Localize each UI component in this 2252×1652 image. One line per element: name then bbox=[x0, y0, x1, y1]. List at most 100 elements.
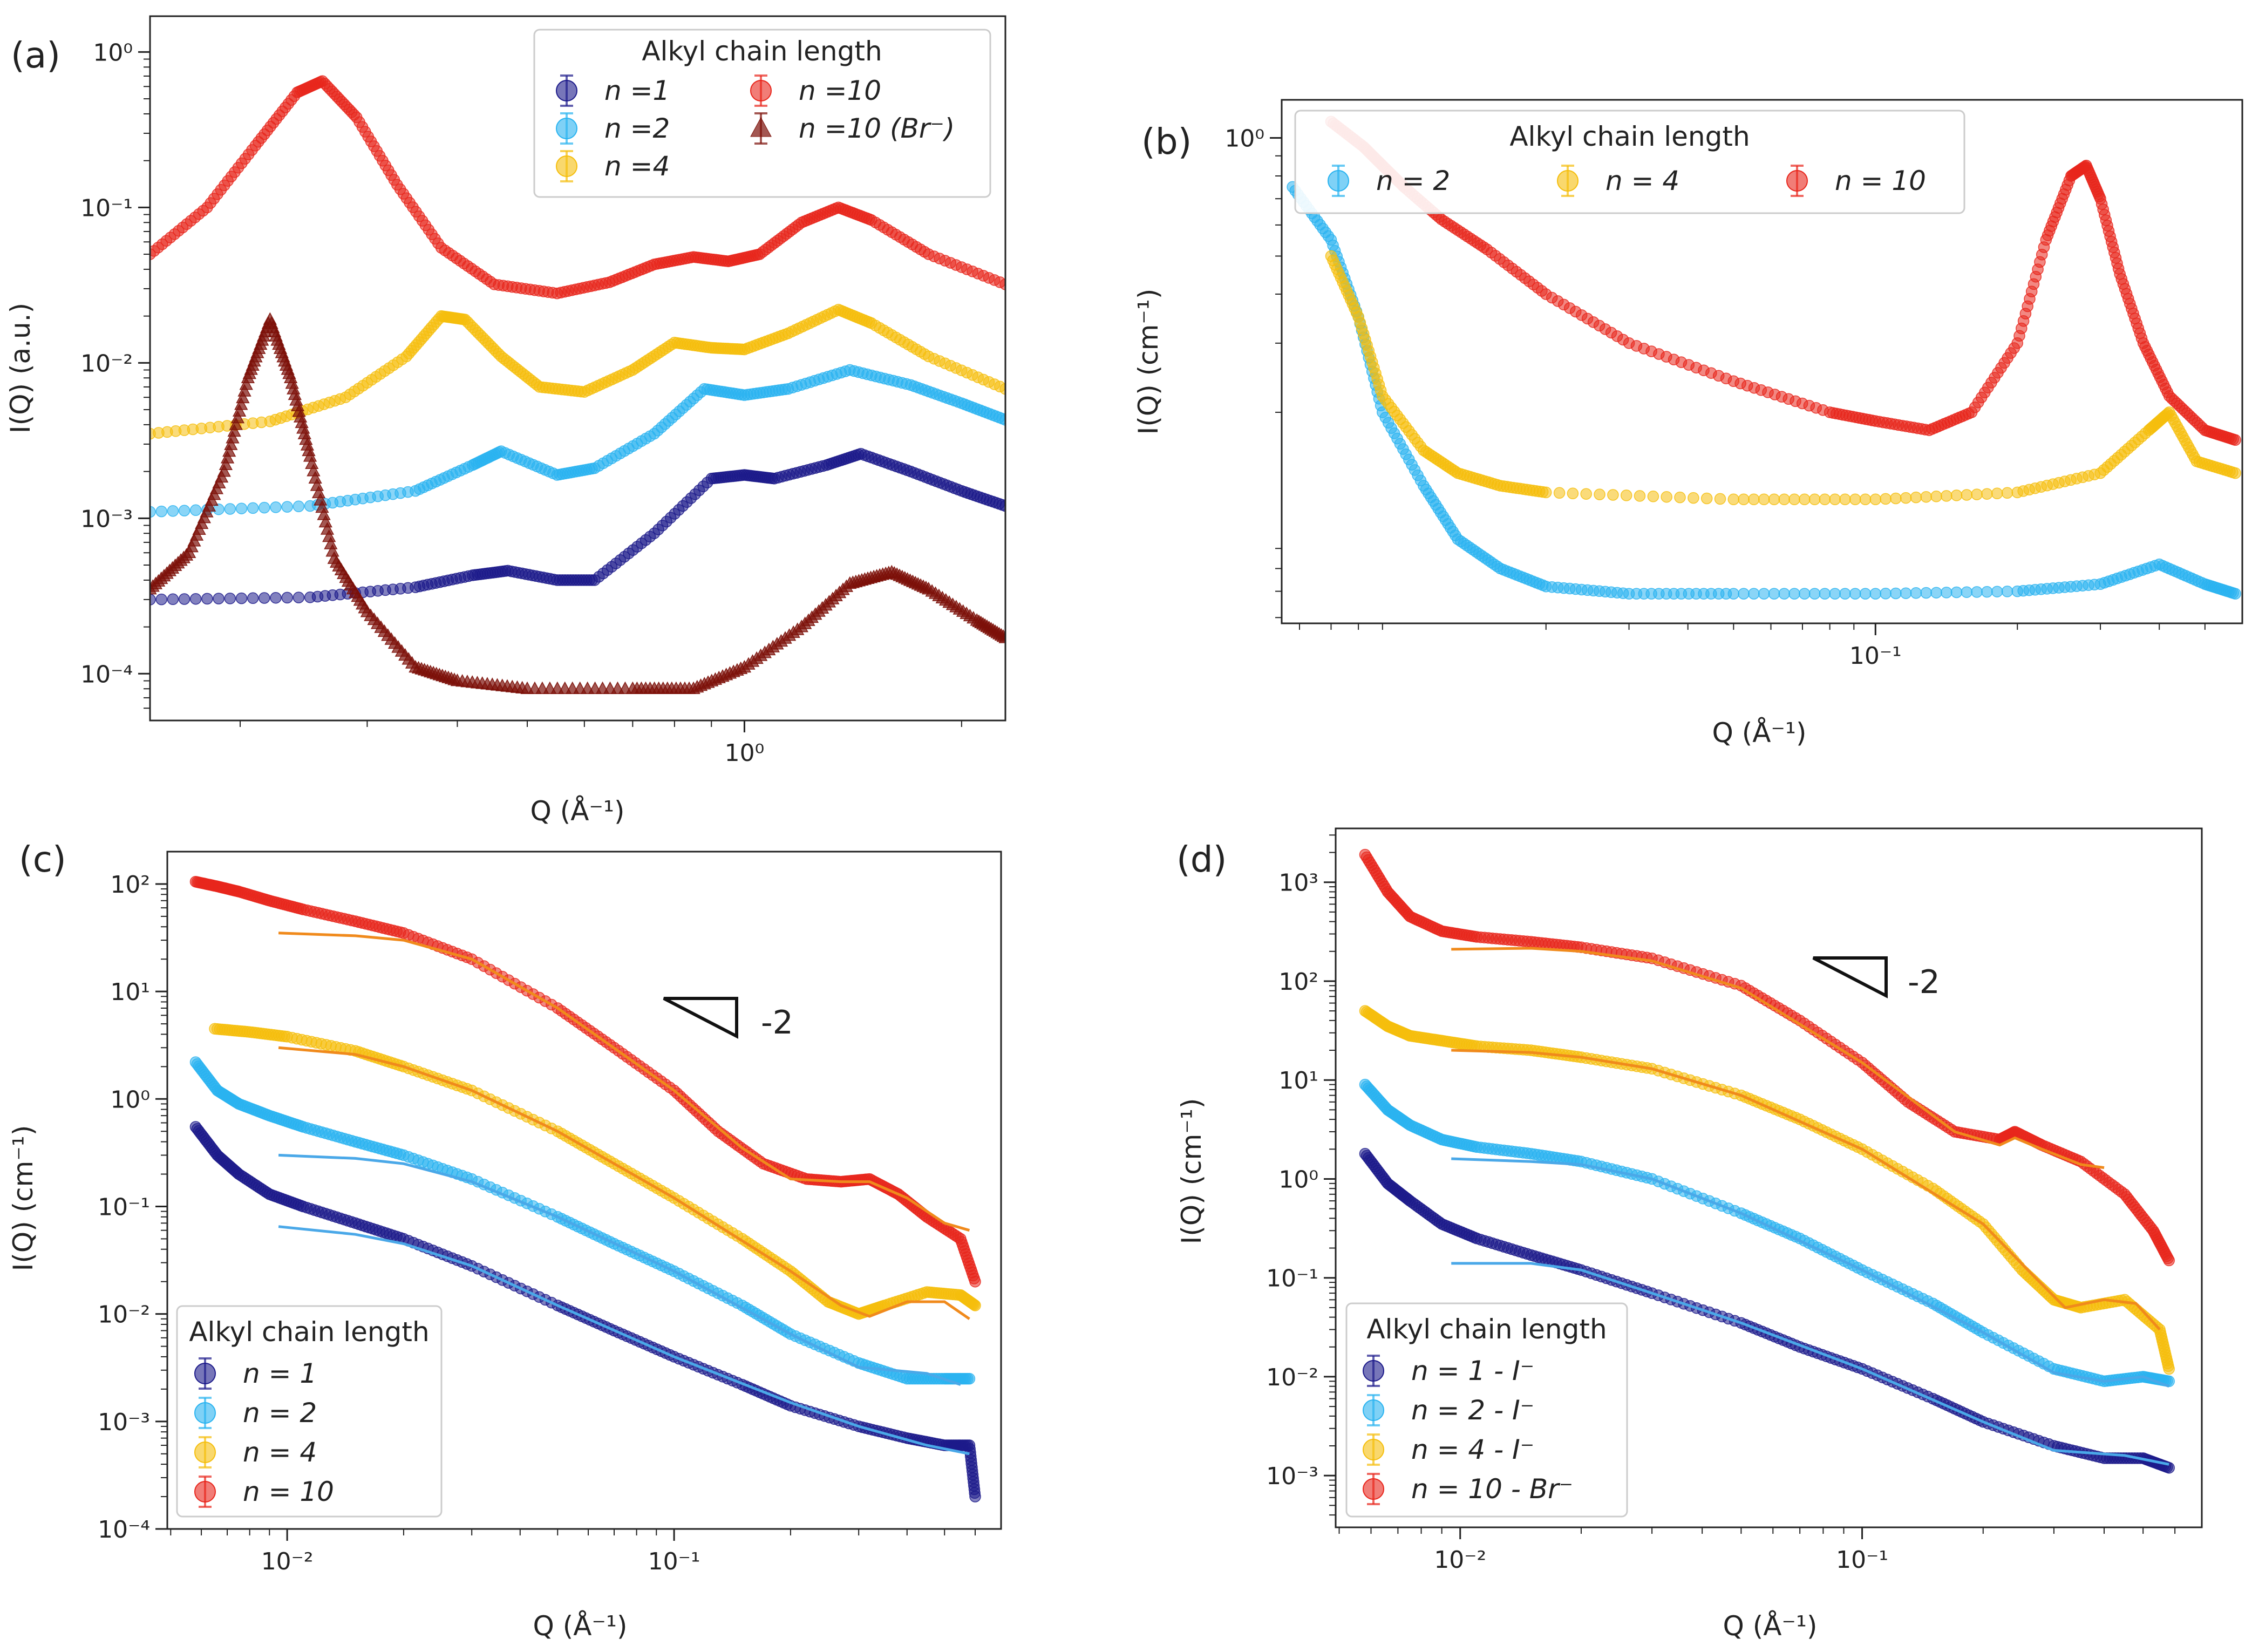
panel-d-label: (d) bbox=[1176, 839, 1227, 880]
panel-d-series-3 bbox=[1359, 1005, 2175, 1375]
legend-label: n = 1 bbox=[243, 1358, 317, 1389]
panel-d-xlabel: Q (Å⁻¹) bbox=[1723, 1610, 1818, 1642]
panel-d-fit-line-3 bbox=[1451, 1049, 2161, 1331]
data-point bbox=[178, 505, 190, 516]
legend-label: n = 2 bbox=[1376, 165, 1450, 196]
legend-marker bbox=[1363, 1439, 1384, 1460]
legend-entry: n = 4 - I⁻ bbox=[1363, 1433, 1534, 1466]
y-tick-label: 10⁰ bbox=[110, 1086, 150, 1113]
data-point bbox=[234, 397, 248, 410]
panel-d-slope-label: -2 bbox=[1908, 963, 1940, 1001]
data-point bbox=[239, 377, 253, 390]
data-point bbox=[1688, 492, 1699, 504]
data-point bbox=[1941, 587, 1952, 599]
legend-entry: n =2 bbox=[556, 112, 670, 145]
data-point bbox=[1991, 586, 2003, 597]
data-point bbox=[1700, 492, 1713, 505]
legend-marker bbox=[194, 1402, 216, 1424]
legend-marker bbox=[194, 1363, 216, 1384]
data-point bbox=[167, 505, 179, 517]
panel-c-slope-annotation: -2 bbox=[663, 997, 793, 1042]
y-tick-label: 10⁻² bbox=[1266, 1364, 1318, 1391]
data-point bbox=[1788, 493, 1800, 506]
data-point bbox=[237, 384, 251, 397]
data-point bbox=[1808, 493, 1821, 506]
legend-label: n = 4 bbox=[1605, 165, 1679, 196]
data-point bbox=[1839, 588, 1851, 600]
panel-c-slope-triangle bbox=[663, 997, 738, 1039]
data-point bbox=[1920, 587, 1932, 599]
data-point bbox=[1829, 493, 1841, 506]
data-point bbox=[1727, 588, 1740, 600]
data-point bbox=[1890, 492, 1902, 505]
data-point bbox=[281, 592, 293, 604]
data-point bbox=[1788, 588, 1800, 600]
data-point bbox=[1714, 493, 1726, 505]
data-point bbox=[2229, 467, 2241, 479]
data-point bbox=[2229, 588, 2241, 600]
data-point bbox=[235, 592, 248, 604]
y-tick-label: 10² bbox=[1278, 968, 1318, 996]
y-tick-label: 10⁻² bbox=[98, 1301, 150, 1329]
legend-entry: n = 2 bbox=[194, 1397, 317, 1429]
data-point bbox=[1819, 493, 1831, 506]
y-tick-label: 10⁻⁴ bbox=[98, 1516, 150, 1544]
data-point bbox=[155, 505, 167, 518]
data-point bbox=[1910, 587, 1922, 599]
y-tick-label: 10¹ bbox=[1278, 1067, 1318, 1094]
y-tick-label: 10⁻⁴ bbox=[80, 661, 133, 688]
panel-b-label: (b) bbox=[1141, 121, 1192, 162]
data-point bbox=[999, 278, 1005, 290]
data-point bbox=[1849, 588, 1861, 600]
legend-label: n = 4 bbox=[243, 1437, 317, 1468]
data-point bbox=[999, 414, 1005, 426]
legend-label: n =4 bbox=[604, 151, 670, 182]
data-point bbox=[258, 592, 270, 604]
data-point bbox=[220, 451, 235, 464]
legend-label: n = 2 - I⁻ bbox=[1411, 1395, 1534, 1426]
panel-c-fit-line-2 bbox=[278, 1153, 961, 1386]
legend-marker bbox=[1557, 170, 1579, 192]
legend-entry: n = 1 - I⁻ bbox=[1363, 1355, 1534, 1387]
data-point bbox=[1849, 493, 1861, 506]
data-point bbox=[1829, 588, 1841, 600]
data-point bbox=[150, 594, 156, 606]
legend-label: n = 10 - Br⁻ bbox=[1411, 1473, 1573, 1505]
panel-a-series-4 bbox=[150, 75, 1005, 300]
data-point bbox=[1808, 588, 1821, 600]
data-point bbox=[1768, 588, 1780, 600]
data-point bbox=[201, 593, 213, 605]
panel-c-legend: Alkyl chain length n = 1 n = 2 n = 4 n = 10 bbox=[176, 1305, 443, 1518]
panel-d-fit-line-4 bbox=[1451, 947, 2105, 1170]
panel-d-legend-title: Alkyl chain length bbox=[1366, 1314, 1607, 1345]
data-point bbox=[2001, 487, 2013, 499]
data-point bbox=[224, 593, 236, 604]
data-point bbox=[189, 504, 202, 516]
panel-b-series-2 bbox=[1325, 250, 2241, 506]
panel-d-ylabel: I(Q) (cm⁻¹) bbox=[1176, 1098, 1207, 1245]
data-point bbox=[1869, 493, 1882, 506]
legend-entry: n = 10 bbox=[194, 1476, 334, 1508]
legend-marker bbox=[556, 155, 577, 177]
data-point bbox=[1607, 489, 1619, 501]
y-tick-label: 10⁰ bbox=[1278, 1166, 1318, 1193]
data-point bbox=[1930, 587, 1942, 599]
data-point bbox=[292, 500, 305, 513]
data-point bbox=[258, 501, 270, 514]
legend-marker bbox=[1363, 1478, 1384, 1500]
legend-marker bbox=[1786, 170, 1808, 192]
panel-c-fit-line-4 bbox=[278, 932, 970, 1232]
y-tick-label: 10⁻³ bbox=[98, 1409, 150, 1436]
data-point bbox=[1799, 493, 1811, 506]
panel-b-legend: Alkyl chain length n = 2 n = 4 n = 10 bbox=[1294, 110, 1965, 214]
data-point bbox=[1647, 491, 1659, 502]
legend-marker bbox=[1328, 170, 1349, 192]
data-point bbox=[1594, 488, 1605, 500]
legend-marker bbox=[1363, 1360, 1384, 1382]
data-point bbox=[1768, 493, 1780, 506]
legend-entry: n = 10 - Br⁻ bbox=[1363, 1473, 1573, 1505]
data-point bbox=[270, 501, 282, 513]
legend-marker bbox=[194, 1442, 216, 1463]
data-point bbox=[1920, 491, 1932, 503]
